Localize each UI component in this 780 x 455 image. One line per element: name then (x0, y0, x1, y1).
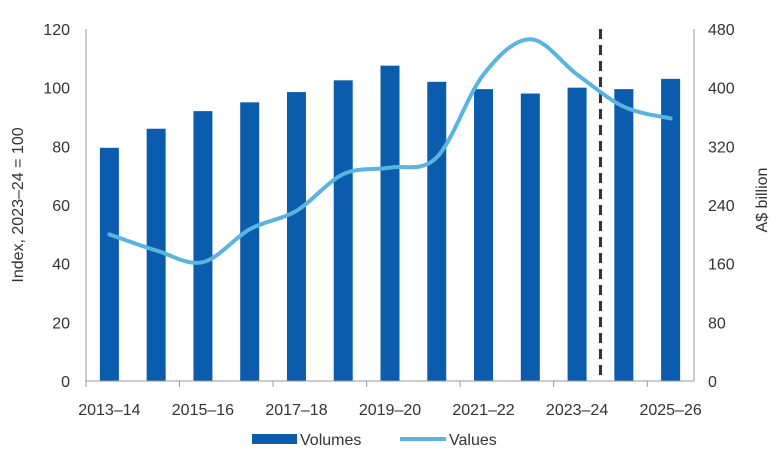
left-tick-label: 60 (52, 198, 70, 215)
left-axis-ticks: 0 20 40 60 80 100 120 (43, 22, 70, 391)
volume-bar (99, 147, 119, 381)
right-tick-label: 240 (708, 198, 735, 215)
left-tick-label: 40 (52, 257, 70, 274)
volume-bar (567, 87, 587, 382)
volumes-bars (99, 65, 681, 382)
volume-bar (333, 80, 353, 381)
x-tick-label: 2015–16 (172, 402, 234, 419)
x-tick-label: 2021–22 (452, 402, 514, 419)
x-tick-label: 2013–14 (78, 402, 140, 419)
axes (85, 29, 695, 387)
left-axis-title: Index, 2023–24 = 100 (10, 127, 27, 282)
x-tick-label: 2025–26 (639, 402, 701, 419)
values-line-group (107, 37, 673, 265)
left-tick-label: 120 (43, 22, 70, 39)
volume-bar (240, 102, 260, 381)
right-axis-ticks: 0 80 160 240 320 400 480 (708, 22, 735, 391)
left-tick-label: 20 (52, 315, 70, 332)
right-tick-label: 320 (708, 139, 735, 156)
volume-bar (614, 89, 634, 381)
right-tick-label: 160 (708, 257, 735, 274)
volume-bar (474, 89, 494, 381)
volume-bar (146, 128, 166, 381)
x-tick-label: 2019–20 (359, 402, 421, 419)
x-tick-label: 2023–24 (546, 402, 608, 419)
volume-bar (520, 93, 540, 382)
right-tick-label: 80 (708, 315, 726, 332)
x-tick-label: 2017–18 (265, 402, 327, 419)
volume-bar (661, 78, 681, 381)
left-tick-label: 0 (61, 374, 70, 391)
legend-volumes-label: Volumes (300, 432, 361, 449)
right-tick-label: 400 (708, 81, 735, 98)
legend: Volumes Values (252, 432, 497, 449)
legend-values-label: Values (449, 432, 497, 449)
right-axis-title: A$ billion (754, 168, 771, 233)
volume-bar (193, 111, 213, 381)
volume-bar (286, 92, 306, 382)
legend-volumes-swatch (252, 434, 297, 444)
volume-bar (380, 65, 400, 382)
volume-bar (427, 81, 447, 382)
left-tick-label: 80 (52, 139, 70, 156)
right-tick-label: 480 (708, 22, 735, 39)
right-tick-label: 0 (708, 374, 717, 391)
x-axis-ticks: 2013–14 2015–16 2017–18 2019–20 2021–22 2023–… (78, 402, 702, 419)
left-tick-label: 100 (43, 81, 70, 98)
